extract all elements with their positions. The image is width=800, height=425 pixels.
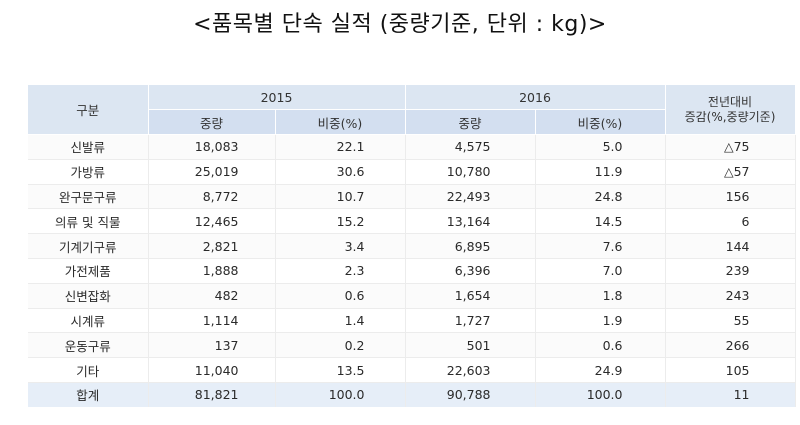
row-category: 의류 및 직물	[28, 208, 149, 235]
total-label: 합계	[28, 382, 149, 407]
weight-2016: 13,164	[405, 208, 536, 235]
share-2016: 7.6	[535, 233, 666, 259]
row-category: 시계류	[28, 308, 149, 334]
share-2016: 1.9	[535, 308, 666, 334]
share-2015: 0.2	[275, 332, 406, 359]
weight-2016: 10,780	[405, 159, 536, 185]
yoy-change: 239	[665, 258, 796, 284]
row-category: 기계기구류	[28, 233, 149, 259]
share-2016: 24.8	[535, 184, 666, 210]
weight-2016: 22,603	[405, 357, 536, 383]
table-row: 기타 11,040 13.5 22,603 24.9 105	[28, 357, 796, 383]
share-2016: 5.0	[535, 134, 666, 160]
total-weight-2016: 90,788	[405, 382, 536, 407]
weight-2015: 137	[148, 332, 276, 359]
share-2015: 30.6	[275, 159, 406, 185]
weight-2016: 501	[405, 332, 536, 359]
total-share-2015: 100.0	[275, 382, 406, 407]
share-2015: 10.7	[275, 184, 406, 210]
header-year-2016: 2016	[405, 85, 666, 110]
share-2016: 7.0	[535, 258, 666, 284]
weight-2015: 18,083	[148, 134, 276, 160]
share-2015: 2.3	[275, 258, 406, 284]
weight-2015: 482	[148, 283, 276, 309]
page-title: <품목별 단속 실적 (중량기준, 단위 : kg)>	[193, 12, 607, 37]
total-yoy-change: 11	[665, 382, 796, 407]
table-row: 운동구류 137 0.2 501 0.6 266	[28, 332, 796, 359]
weight-2015: 11,040	[148, 357, 276, 383]
table-row: 시계류 1,114 1.4 1,727 1.9 55	[28, 308, 796, 334]
weight-2015: 25,019	[148, 159, 276, 185]
weight-2016: 22,493	[405, 184, 536, 210]
share-2015: 22.1	[275, 134, 406, 160]
yoy-change: 55	[665, 308, 796, 334]
yoy-change: 266	[665, 332, 796, 359]
seizure-by-item-table: 구분 2015 2016 전년대비 증감(%,중량기준) 중량 비중(%) 중량…	[28, 85, 796, 407]
yoy-change: △75	[665, 134, 796, 160]
yoy-change: △57	[665, 159, 796, 185]
weight-2015: 2,821	[148, 233, 276, 259]
table-row: 완구문구류 8,772 10.7 22,493 24.8 156	[28, 184, 796, 210]
yoy-change: 243	[665, 283, 796, 309]
weight-2016: 1,654	[405, 283, 536, 309]
weight-2015: 8,772	[148, 184, 276, 210]
share-2016: 1.8	[535, 283, 666, 309]
table-row: 신발류 18,083 22.1 4,575 5.0 △75	[28, 134, 796, 160]
total-row: 합계 81,821 100.0 90,788 100.0 11	[28, 382, 796, 407]
row-category: 운동구류	[28, 332, 149, 359]
yoy-change: 144	[665, 233, 796, 259]
row-category: 신변잡화	[28, 283, 149, 309]
table-row: 기계기구류 2,821 3.4 6,895 7.6 144	[28, 233, 796, 259]
row-category: 가방류	[28, 159, 149, 185]
row-category: 완구문구류	[28, 184, 149, 210]
header-2016-weight: 중량	[405, 109, 536, 135]
table-row: 가방류 25,019 30.6 10,780 11.9 △57	[28, 159, 796, 185]
share-2015: 1.4	[275, 308, 406, 334]
header-2015-weight: 중량	[148, 109, 276, 135]
weight-2016: 4,575	[405, 134, 536, 160]
share-2016: 0.6	[535, 332, 666, 359]
share-2015: 3.4	[275, 233, 406, 259]
weight-2016: 6,396	[405, 258, 536, 284]
header-yoy-change-line2: 증감(%,중량기준)	[684, 109, 776, 124]
table-row: 가전제품 1,888 2.3 6,396 7.0 239	[28, 258, 796, 284]
row-category: 가전제품	[28, 258, 149, 284]
share-2015: 0.6	[275, 283, 406, 309]
total-share-2016: 100.0	[535, 382, 666, 407]
row-category: 기타	[28, 357, 149, 383]
header-year-2015: 2015	[148, 85, 406, 110]
total-weight-2015: 81,821	[148, 382, 276, 407]
table-row: 의류 및 직물 12,465 15.2 13,164 14.5 6	[28, 208, 796, 235]
share-2015: 13.5	[275, 357, 406, 383]
weight-2015: 12,465	[148, 208, 276, 235]
share-2015: 15.2	[275, 208, 406, 235]
header-2016-share: 비중(%)	[535, 109, 666, 135]
share-2016: 14.5	[535, 208, 666, 235]
share-2016: 11.9	[535, 159, 666, 185]
yoy-change: 105	[665, 357, 796, 383]
weight-2016: 6,895	[405, 233, 536, 259]
yoy-change: 6	[665, 208, 796, 235]
row-category: 신발류	[28, 134, 149, 160]
weight-2015: 1,114	[148, 308, 276, 334]
weight-2015: 1,888	[148, 258, 276, 284]
header-yoy-change: 전년대비 증감(%,중량기준)	[665, 85, 796, 135]
weight-2016: 1,727	[405, 308, 536, 334]
header-category: 구분	[28, 85, 149, 135]
header-yoy-change-line1: 전년대비	[707, 94, 753, 109]
table-row: 신변잡화 482 0.6 1,654 1.8 243	[28, 283, 796, 309]
yoy-change: 156	[665, 184, 796, 210]
header-2015-share: 비중(%)	[275, 109, 406, 135]
share-2016: 24.9	[535, 357, 666, 383]
